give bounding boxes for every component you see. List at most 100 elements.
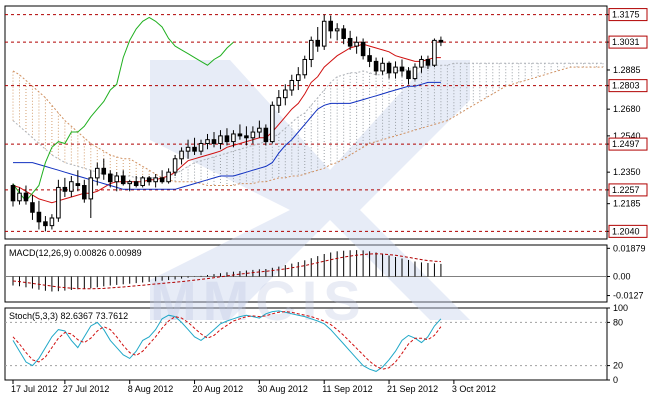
candle — [179, 147, 184, 165]
candle-body-up — [354, 41, 359, 47]
candle-body-up — [49, 217, 55, 227]
stoch-panel-frame — [4, 307, 608, 381]
candle — [367, 48, 372, 68]
macd-signal-line — [12, 253, 441, 290]
candle — [30, 195, 35, 220]
candle — [95, 162, 100, 186]
candle-body-up — [419, 58, 424, 68]
price-level-label: 1.2497 — [612, 139, 640, 149]
macd-ytick-label: 0.00 — [613, 272, 631, 282]
candle — [419, 55, 424, 73]
price-ytick-label: 1.2185 — [613, 199, 641, 209]
candle — [114, 172, 120, 192]
candle-body-down — [43, 221, 48, 227]
candle-body-up — [257, 127, 262, 133]
candle — [127, 179, 132, 192]
candle-body-up — [140, 177, 145, 187]
candle — [43, 216, 48, 232]
candle — [399, 59, 405, 77]
candle-body-up — [302, 58, 308, 76]
candle — [308, 36, 314, 68]
candle — [56, 179, 61, 222]
stoch-title: Stoch(5,3,3) 82.6367 73.7612 — [9, 311, 128, 321]
price-ytick-label: 1.2885 — [613, 65, 641, 75]
candle — [211, 132, 217, 148]
stoch-ytick-label: 100 — [613, 303, 628, 313]
stoch-ytick-label: 20 — [613, 361, 623, 371]
candle — [88, 170, 94, 218]
candle — [185, 139, 191, 159]
macd-ytick-label: 0.01879 — [613, 243, 646, 253]
candle — [334, 23, 340, 41]
candle — [425, 55, 431, 70]
candle — [354, 36, 359, 54]
candle — [347, 30, 353, 50]
x-axis-label: 17 Jul 2012 — [11, 384, 58, 394]
candle — [82, 179, 87, 203]
candle-body-down — [438, 39, 444, 43]
candle — [198, 139, 204, 155]
candle-body-down — [360, 41, 366, 57]
candle-body-up — [393, 66, 398, 74]
x-axis-label: 30 Aug 2012 — [257, 384, 308, 394]
candle-body-up — [88, 177, 94, 200]
candle-body-up — [185, 146, 191, 152]
candle-body-up — [289, 79, 295, 91]
price-level-tag — [608, 183, 648, 197]
candle — [438, 36, 444, 47]
candle-body-down — [30, 202, 35, 213]
price-level-label: 1.2803 — [612, 81, 640, 91]
ichimoku-cloud — [12, 62, 604, 186]
stoch-signal-line — [12, 311, 442, 370]
candle-body-up — [250, 131, 256, 139]
candle — [107, 170, 113, 188]
price-level-label: 1.2040 — [612, 226, 640, 236]
candle-body-down — [192, 146, 197, 152]
price-level-tag — [608, 224, 648, 238]
candle-body-down — [399, 66, 405, 72]
price-level-tag — [608, 137, 648, 151]
macd-panel-frame — [4, 244, 608, 303]
candle-body-down — [328, 20, 333, 32]
candle-body-down — [244, 135, 249, 139]
candle — [328, 15, 333, 39]
candle-body-up — [179, 150, 184, 160]
price-level-label: 1.3175 — [612, 10, 640, 20]
candle — [140, 175, 145, 188]
candle-body-down — [211, 139, 217, 145]
candle-body-up — [412, 66, 418, 80]
candle-body-up — [270, 104, 275, 143]
candle — [244, 126, 249, 146]
candle — [289, 74, 295, 96]
candle — [237, 124, 243, 140]
candle — [250, 126, 256, 144]
candle — [23, 185, 29, 205]
candle-body-down — [75, 183, 81, 187]
candle — [283, 84, 288, 106]
watermark-text: MMCIS — [150, 269, 367, 332]
candle — [146, 175, 152, 186]
price-level-label: 1.3031 — [612, 37, 640, 47]
candle — [360, 38, 366, 60]
candle — [276, 90, 282, 113]
candle — [224, 128, 230, 146]
candle — [101, 158, 107, 180]
candle — [412, 63, 418, 81]
candle — [231, 130, 236, 148]
candle-body-up — [218, 135, 223, 145]
candle-body-up — [276, 97, 282, 106]
candle-body-up — [283, 89, 288, 99]
candle-body-down — [107, 173, 113, 183]
x-axis-label: 11 Sep 2012 — [322, 384, 372, 394]
candle-body-up — [295, 74, 301, 81]
candle-body-up — [153, 177, 158, 183]
candle-body-down — [315, 39, 321, 47]
candle — [315, 27, 321, 52]
candle-body-down — [62, 186, 68, 192]
candle-body-up — [432, 39, 437, 66]
candle-body-down — [133, 181, 139, 187]
candle-body-down — [159, 177, 165, 183]
candle-body-down — [146, 177, 152, 183]
